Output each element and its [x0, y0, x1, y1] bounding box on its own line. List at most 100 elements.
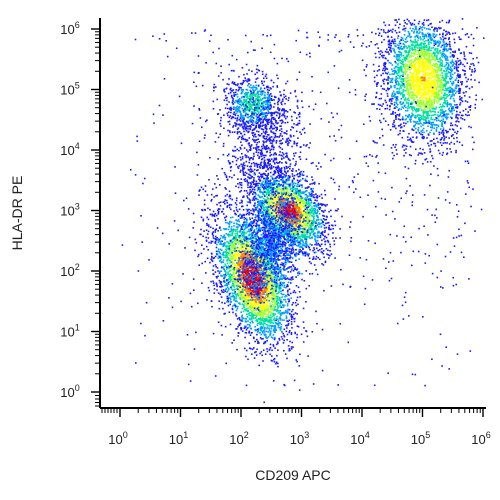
data-point — [238, 332, 240, 334]
data-point — [222, 208, 225, 210]
data-point — [236, 223, 238, 225]
data-point — [240, 255, 242, 257]
data-point — [241, 275, 244, 278]
data-point — [217, 270, 219, 272]
data-point — [306, 187, 309, 189]
data-point — [252, 317, 254, 320]
data-point — [225, 254, 227, 257]
data-point — [314, 240, 317, 242]
data-point — [226, 193, 228, 196]
data-point — [259, 309, 262, 312]
data-point — [252, 309, 254, 311]
data-point — [279, 314, 282, 316]
data-point — [224, 263, 226, 265]
data-point — [281, 278, 283, 281]
data-point — [223, 265, 225, 268]
data-point — [246, 192, 249, 194]
data-point — [258, 364, 260, 367]
data-point — [256, 166, 259, 168]
data-point — [231, 216, 234, 219]
data-point — [207, 224, 210, 226]
data-point — [231, 251, 234, 253]
data-point — [252, 291, 255, 294]
data-point — [240, 283, 243, 285]
data-point — [218, 240, 220, 242]
data-point — [304, 193, 307, 196]
data-point — [205, 272, 207, 274]
data-point — [219, 285, 221, 288]
data-point — [238, 293, 240, 295]
data-point — [239, 264, 242, 267]
data-point — [244, 298, 246, 300]
data-point — [290, 346, 293, 348]
data-point — [274, 288, 276, 290]
data-point — [324, 194, 327, 196]
data-point — [207, 230, 210, 233]
data-point — [222, 244, 225, 247]
data-point — [213, 284, 215, 287]
data-point — [243, 327, 246, 329]
data-point — [218, 250, 221, 253]
data-point — [227, 278, 229, 281]
data-point — [228, 226, 230, 228]
data-point — [216, 285, 218, 288]
data-point — [288, 319, 291, 322]
data-point — [286, 357, 288, 360]
data-point — [234, 257, 236, 259]
data-point — [274, 225, 276, 228]
data-point — [333, 240, 335, 242]
data-point — [246, 210, 249, 212]
data-point — [227, 252, 230, 254]
data-point — [289, 271, 292, 273]
data-point — [261, 305, 264, 308]
data-point — [284, 278, 287, 281]
data-point — [241, 303, 244, 305]
data-point — [219, 259, 222, 262]
data-point — [243, 306, 246, 309]
data-point — [261, 257, 264, 260]
data-point — [247, 295, 250, 297]
data-point — [245, 271, 248, 274]
data-point — [241, 239, 243, 241]
data-point — [274, 322, 277, 324]
data-point — [277, 308, 279, 310]
data-point — [235, 197, 238, 199]
data-point — [256, 230, 259, 232]
data-point — [242, 228, 245, 231]
data-point — [211, 255, 213, 258]
data-point — [248, 347, 251, 349]
data-point — [259, 337, 262, 339]
data-point — [261, 332, 264, 334]
data-point — [226, 260, 229, 262]
data-point — [266, 292, 269, 294]
data-point — [288, 312, 291, 315]
data-point — [283, 298, 285, 301]
data-point — [234, 239, 236, 241]
data-point — [245, 241, 248, 244]
data-point — [198, 194, 200, 196]
data-point — [215, 250, 218, 253]
data-point — [276, 341, 279, 343]
data-point — [233, 210, 235, 212]
data-point — [226, 262, 229, 265]
data-point — [249, 255, 251, 257]
data-point — [188, 236, 191, 239]
data-point — [254, 209, 256, 211]
data-point — [273, 318, 275, 321]
data-point — [277, 172, 280, 175]
data-point — [246, 305, 248, 307]
data-point — [226, 222, 229, 224]
data-point — [237, 239, 240, 242]
data-point — [227, 235, 230, 238]
data-point — [248, 256, 251, 258]
data-point — [334, 209, 337, 212]
data-point — [233, 222, 235, 225]
data-point — [273, 314, 275, 317]
data-point — [278, 268, 280, 270]
data-point — [217, 321, 220, 323]
data-point — [213, 288, 216, 290]
data-point — [241, 262, 243, 264]
data-point — [325, 248, 328, 250]
data-point — [266, 297, 268, 299]
data-point — [289, 163, 292, 165]
